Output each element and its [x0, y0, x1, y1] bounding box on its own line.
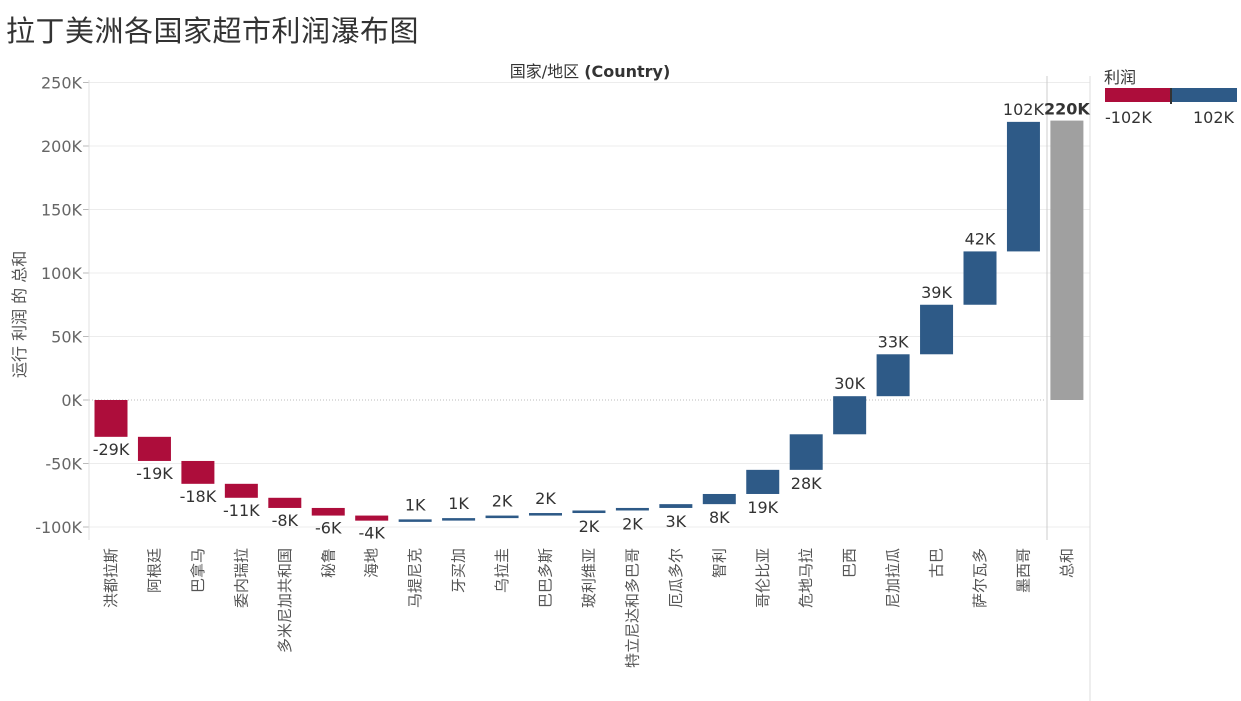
x-tick-label: 秘鲁	[319, 548, 337, 578]
y-tick-label: 250K	[41, 74, 83, 93]
y-tick-label: -100K	[35, 518, 82, 537]
data-label: 1K	[448, 494, 469, 513]
legend-positive-swatch	[1171, 88, 1237, 102]
data-label: -6K	[315, 519, 342, 538]
x-tick-label: 总和	[1058, 548, 1076, 578]
waterfall-bar	[1050, 120, 1084, 400]
data-label: 2K	[622, 514, 643, 533]
legend-color-ramp[interactable]	[1105, 88, 1237, 104]
waterfall-bar	[615, 507, 649, 511]
waterfall-bar	[1006, 121, 1040, 252]
y-tick-label: -50K	[45, 455, 82, 474]
waterfall-bar	[746, 469, 780, 494]
data-label: 39K	[921, 283, 952, 302]
waterfall-bar	[485, 515, 519, 519]
waterfall-bar	[876, 354, 910, 397]
waterfall-bar	[789, 434, 823, 470]
data-label: -8K	[272, 511, 299, 530]
data-label: 33K	[878, 332, 909, 351]
x-tick-label: 阿根廷	[145, 548, 163, 593]
data-label: -18K	[180, 487, 217, 506]
x-tick-label: 乌拉圭	[493, 548, 511, 593]
waterfall-bar	[572, 510, 606, 514]
x-tick-label: 萨尔瓦多	[971, 548, 989, 608]
waterfall-bar	[181, 460, 215, 484]
waterfall-bar	[94, 400, 128, 437]
data-label: 2K	[492, 492, 513, 511]
waterfall-bar	[398, 519, 432, 522]
column-header-field: (Country)	[584, 62, 671, 81]
waterfall-bar	[833, 396, 867, 435]
data-label: 3K	[666, 512, 687, 531]
data-label: 19K	[747, 498, 778, 517]
waterfall-bar	[355, 515, 389, 521]
x-tick-label: 玻利维亚	[580, 548, 598, 608]
waterfall-bar	[659, 504, 693, 508]
data-label: 2K	[579, 517, 600, 536]
data-label: 42K	[965, 229, 996, 248]
data-label: 220K	[1044, 100, 1090, 119]
data-label: -19K	[136, 464, 173, 483]
x-tick-label: 古巴	[928, 548, 946, 578]
data-label: 1K	[405, 495, 426, 514]
data-label: 102K	[1003, 100, 1045, 119]
x-tick-label: 牙买加	[450, 548, 468, 593]
x-tick-label: 哥伦比亚	[754, 548, 772, 608]
x-tick-label: 特立尼达和多巴哥	[623, 548, 641, 668]
y-tick-label: 0K	[61, 391, 82, 410]
waterfall-bar	[137, 436, 171, 461]
x-tick-label: 马提尼克	[406, 548, 424, 608]
y-tick-label: 50K	[51, 328, 82, 347]
x-tick-label: 巴西	[841, 548, 859, 578]
waterfall-bar	[311, 507, 345, 516]
data-label: 8K	[709, 508, 730, 527]
legend-negative-swatch	[1105, 88, 1171, 102]
data-label: -11K	[223, 501, 260, 520]
waterfall-bar	[963, 251, 997, 305]
chart-title: 拉丁美洲各国家超市利润瀑布图	[6, 14, 420, 48]
data-label: 28K	[791, 474, 822, 493]
column-header-prefix: 国家/地区	[509, 62, 585, 81]
x-tick-label: 智利	[710, 548, 728, 578]
x-tick-label: 巴巴多斯	[537, 548, 555, 608]
legend-title: 利润	[1104, 68, 1137, 87]
data-label: 2K	[535, 489, 556, 508]
y-tick-label: 150K	[41, 201, 83, 220]
x-tick-label: 尼加拉瓜	[884, 548, 902, 608]
x-tick-label: 洪都拉斯	[102, 548, 120, 608]
x-tick-label: 巴拿马	[189, 548, 207, 593]
x-tick-label: 多米尼加共和国	[276, 548, 294, 653]
legend-max-label: 102K	[1193, 108, 1235, 127]
y-tick-label: 100K	[41, 264, 83, 283]
waterfall-bar	[224, 483, 258, 498]
y-tick-label: 200K	[41, 137, 83, 156]
data-label: -29K	[93, 440, 130, 459]
x-tick-label: 委内瑞拉	[232, 548, 250, 608]
data-label: -4K	[358, 524, 385, 543]
x-tick-label: 墨西哥	[1014, 548, 1032, 593]
x-tick-label: 海地	[363, 548, 381, 578]
x-tick-label: 危地马拉	[797, 548, 815, 608]
waterfall-bar	[268, 497, 302, 508]
waterfall-bar	[529, 513, 562, 516]
legend-zero-tick	[1170, 88, 1172, 104]
column-header: 国家/地区 (Country)	[0, 58, 1180, 82]
waterfall-bar	[442, 518, 476, 521]
legend-min-label: -102K	[1105, 108, 1152, 127]
data-label: 30K	[834, 374, 865, 393]
waterfall-bar	[920, 304, 954, 355]
x-tick-label: 厄瓜多尔	[667, 548, 685, 608]
waterfall-bar	[702, 493, 736, 505]
